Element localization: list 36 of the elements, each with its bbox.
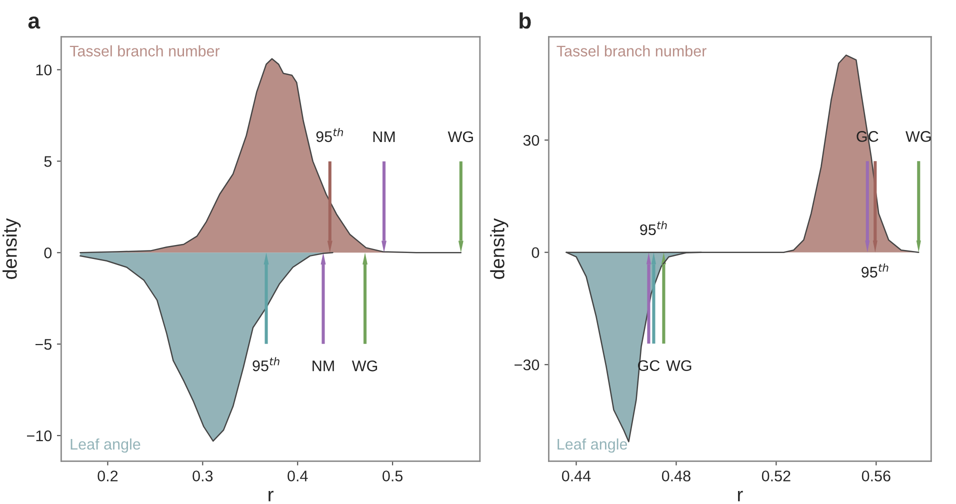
x-tick-label: 0.48: [662, 470, 690, 482]
x-tick-label: 0.56: [862, 470, 890, 482]
ref-line-label: WG: [352, 360, 378, 372]
ref-line-label: 95$^{th}$: [252, 357, 280, 372]
y-tick-label: −30: [514, 359, 540, 370]
ref-line-label: WG: [906, 131, 931, 142]
x-axis-title: r: [268, 490, 274, 502]
x-axis-title: r: [738, 490, 743, 502]
chart-title: b: [520, 12, 531, 29]
y-axis-title: density: [2, 218, 21, 279]
y-tick-label: 0: [44, 248, 52, 258]
ref-line-label: NM: [373, 131, 395, 142]
x-tick-label: 0.5: [382, 470, 403, 482]
text: Tassel branch number: [556, 45, 706, 56]
ref-line-label: 95$^{th}$: [316, 128, 343, 142]
x-tick-label: 0.2: [98, 470, 118, 482]
y-tick-label: 0: [532, 247, 540, 258]
ref-line-label: NM: [312, 360, 334, 372]
x-tick-label: 0.52: [762, 470, 790, 482]
x-tick-label: 0.44: [562, 470, 591, 482]
y-tick-label: −10: [26, 430, 52, 442]
ref-line-label: WG: [666, 360, 692, 372]
x-tick-label: 0.4: [288, 470, 308, 482]
ref-line-label: WG: [448, 131, 473, 142]
ref-line-label: 95$^{th}$: [862, 263, 888, 278]
y-tick-label: 30: [523, 134, 540, 146]
ref-line-label: 95$^{th}$: [640, 221, 667, 236]
y-axis-title: density: [490, 218, 508, 279]
series-label: Leaf angle: [558, 438, 628, 453]
text: Tassel branch number: [70, 45, 220, 56]
y-tick-label: 5: [44, 156, 52, 167]
text: Leaf angle: [70, 438, 140, 453]
y-tick-label: −5: [35, 339, 52, 350]
chart-title: a: [28, 16, 40, 29]
y-tick-label: 10: [36, 64, 52, 76]
x-tick-label: 0.3: [192, 470, 213, 482]
